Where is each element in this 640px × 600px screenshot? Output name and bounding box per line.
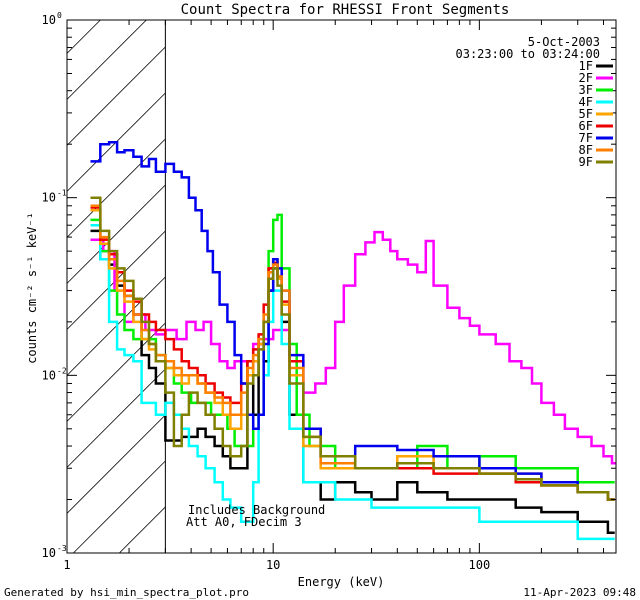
series-line-5F xyxy=(90,208,615,501)
y-tick-label: 10 xyxy=(42,546,56,560)
hatch-line xyxy=(73,460,166,554)
y-tick-exponent: -2 xyxy=(57,366,67,375)
legend-label-9F: 9F xyxy=(579,155,593,169)
y-tick-exponent: 0 xyxy=(57,11,62,20)
y-tick-label: 10 xyxy=(42,368,56,382)
y-tick-label: 10 xyxy=(42,191,56,205)
series-line-7F xyxy=(90,141,615,501)
x-axis-label: Energy (keV) xyxy=(298,575,385,589)
legend-label-2F: 2F xyxy=(579,71,593,85)
hatch-line xyxy=(66,46,166,146)
y-tick-exponent: -3 xyxy=(57,544,67,553)
hatch-line xyxy=(119,506,166,554)
hatch-line xyxy=(66,368,166,468)
date-label: 5-Oct-2003 xyxy=(528,35,600,49)
generated-by-label: Generated by hsi_min_spectra_plot.pro xyxy=(4,586,249,599)
plot-frame xyxy=(66,19,617,554)
series-line-9F xyxy=(90,196,615,501)
legend-label-8F: 8F xyxy=(579,143,593,157)
chart-title: Count Spectra for RHESSI Front Segments xyxy=(181,2,510,18)
annotation-attenuator: Att A0, FDecim 3 xyxy=(186,515,302,529)
legend-label-4F: 4F xyxy=(579,95,593,109)
series-line-2F xyxy=(90,230,616,465)
time-range-label: 03:23:00 to 03:24:00 xyxy=(456,47,601,61)
hatch-line xyxy=(66,19,147,100)
x-tick-label: 1 xyxy=(63,558,70,572)
y-tick-exponent: -1 xyxy=(57,189,67,198)
x-tick-label: 100 xyxy=(469,558,491,572)
timestamp-label: 11-Apr-2023 09:48 xyxy=(523,586,636,599)
legend-label-6F: 6F xyxy=(579,119,593,133)
y-tick-label: 10 xyxy=(42,13,56,27)
legend-label-1F: 1F xyxy=(579,59,593,73)
legend-label-5F: 5F xyxy=(579,107,593,121)
hatch-line xyxy=(66,414,166,514)
y-axis-label: counts cm⁻² s⁻¹ keV⁻¹ xyxy=(25,212,39,364)
hatch-line xyxy=(66,138,166,238)
series-line-3F xyxy=(90,213,615,484)
series-layer xyxy=(90,141,616,541)
series-line-4F xyxy=(90,223,615,541)
hatch-line xyxy=(66,184,166,284)
hatch-line xyxy=(66,19,101,54)
series-line-1F xyxy=(90,229,615,535)
annotation-background: Includes Background xyxy=(188,503,325,517)
x-tick-label: 10 xyxy=(266,558,280,572)
legend-label-3F: 3F xyxy=(579,83,593,97)
legend-label-7F: 7F xyxy=(579,131,593,145)
